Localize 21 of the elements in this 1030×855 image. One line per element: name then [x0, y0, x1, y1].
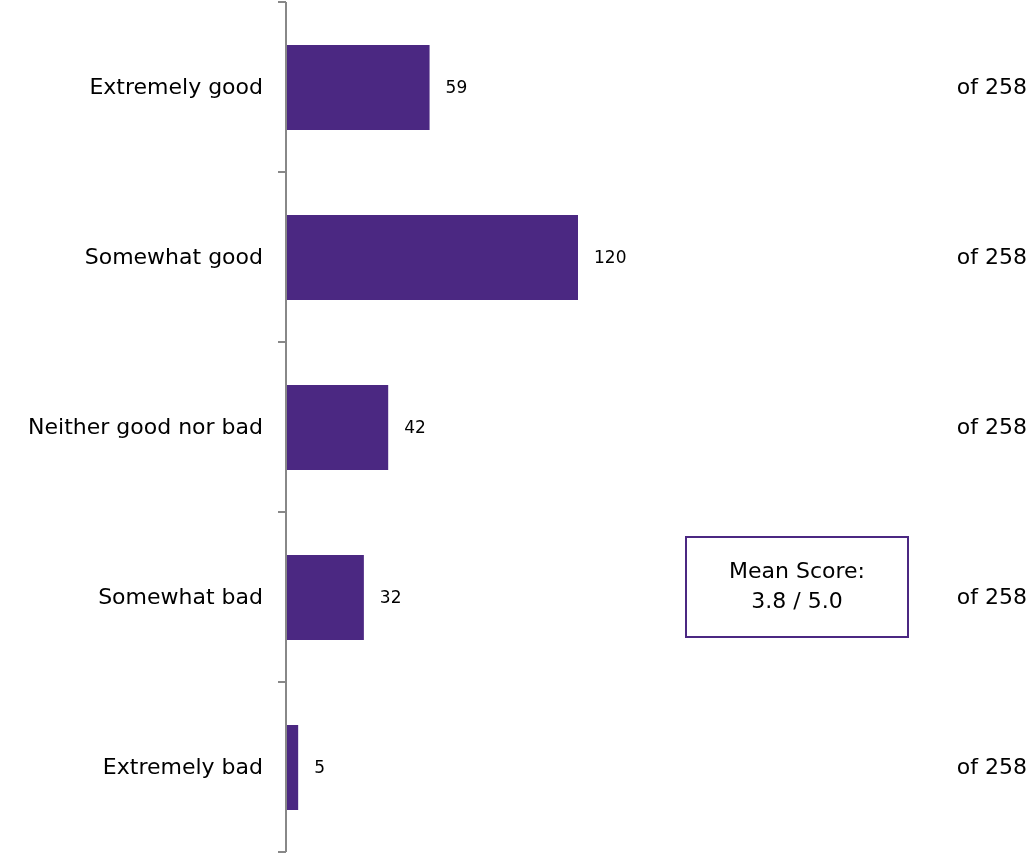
y-tick-label: Somewhat bad — [98, 584, 263, 609]
y-tick-label: Neither good nor bad — [28, 414, 263, 439]
bar — [286, 215, 578, 300]
bar — [286, 45, 430, 130]
data-label: 5 — [314, 757, 325, 777]
bar — [286, 555, 364, 640]
data-label: 59 — [445, 77, 468, 97]
y-tick-label: Somewhat good — [84, 244, 263, 269]
text: of 258 — [956, 584, 1027, 609]
data-label: 120 — [594, 247, 627, 267]
y-tick-label: Extremely good — [89, 74, 263, 99]
text: of 258 — [956, 414, 1027, 439]
text: of 258 — [956, 74, 1027, 99]
bar — [286, 385, 389, 470]
data-label: 42 — [404, 417, 426, 437]
text: Mean Score: 3.8 / 5.0 — [729, 558, 865, 613]
data-label: 32 — [379, 587, 402, 607]
text: of 258 — [956, 244, 1027, 269]
text: of 258 — [956, 754, 1027, 779]
y-tick-label: Extremely bad — [102, 754, 263, 779]
bar — [286, 725, 299, 810]
